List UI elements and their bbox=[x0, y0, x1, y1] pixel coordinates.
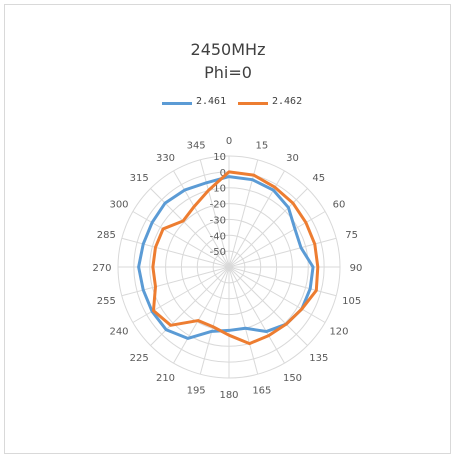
radial-tick-label: -20 bbox=[210, 200, 226, 211]
grid-spoke bbox=[173, 170, 230, 268]
radial-tick-label: -30 bbox=[210, 215, 226, 226]
angle-tick-label: 285 bbox=[97, 230, 116, 241]
angle-tick-label: 135 bbox=[309, 353, 328, 364]
grid-spoke bbox=[173, 266, 230, 364]
grid-spoke bbox=[132, 266, 230, 323]
legend-label-series-2: 2.462 bbox=[272, 96, 303, 107]
radial-tick-label: -10 bbox=[210, 184, 226, 195]
angle-tick-label: 240 bbox=[109, 327, 128, 338]
grid-spoke bbox=[228, 266, 337, 297]
angle-tick-label: 315 bbox=[130, 173, 149, 184]
radial-tick-label: 10 bbox=[213, 152, 226, 163]
grid-spoke bbox=[228, 266, 285, 364]
grid-spoke bbox=[228, 266, 259, 375]
angle-tick-label: 90 bbox=[350, 263, 363, 274]
legend-label-series-1: 2.461 bbox=[196, 96, 227, 107]
angle-tick-label: 195 bbox=[187, 386, 206, 397]
angle-tick-label: 15 bbox=[256, 140, 269, 151]
grid-spoke bbox=[228, 237, 337, 268]
radial-tick-label: 0 bbox=[220, 168, 226, 179]
grid-spoke bbox=[199, 159, 230, 268]
series-line-1 bbox=[137, 175, 315, 340]
grid-spoke bbox=[150, 188, 230, 268]
grid-spoke bbox=[228, 266, 326, 323]
radar-spokes bbox=[118, 156, 340, 378]
legend: 2.461 2.462 bbox=[0, 96, 456, 110]
grid-spoke bbox=[132, 211, 230, 268]
radial-tick-label: -50 bbox=[210, 247, 226, 258]
angle-tick-label: 225 bbox=[130, 353, 149, 364]
angle-tick-label: 120 bbox=[329, 327, 348, 338]
series-line-2 bbox=[151, 170, 320, 346]
angle-tick-label: 150 bbox=[283, 373, 302, 384]
grid-spoke bbox=[150, 266, 230, 346]
angle-tick-label: 165 bbox=[252, 386, 271, 397]
angle-tick-label: 255 bbox=[97, 296, 116, 307]
angle-tick-label: 75 bbox=[345, 230, 358, 241]
grid-spoke bbox=[199, 266, 230, 375]
grid-spoke bbox=[228, 211, 326, 268]
grid-spoke bbox=[228, 188, 308, 268]
angle-tick-label: 45 bbox=[312, 173, 325, 184]
angle-tick-label: 105 bbox=[342, 296, 361, 307]
legend-swatch-series-1 bbox=[162, 102, 192, 105]
angle-tick-labels: 0 15 30 45 60 75 90 105 120 135 150 165 180 195 210 225… bbox=[92, 136, 362, 401]
angle-tick-label: 300 bbox=[109, 200, 128, 211]
radial-tick-label: -40 bbox=[210, 231, 226, 242]
chart-title: 2450MHz bbox=[190, 40, 266, 59]
angle-tick-label: 270 bbox=[92, 263, 111, 274]
legend-swatch-series-2 bbox=[238, 102, 268, 105]
angle-tick-label: 60 bbox=[333, 200, 346, 211]
angle-tick-label: 345 bbox=[187, 140, 206, 151]
grid-spoke bbox=[228, 266, 308, 346]
grid-spoke bbox=[228, 159, 259, 268]
series-layer bbox=[137, 170, 320, 346]
angle-tick-label: 330 bbox=[156, 153, 175, 164]
chart-frame bbox=[4, 4, 451, 454]
grid-spoke bbox=[121, 237, 230, 268]
radial-tick-labels: 10 0 -10 -20 -30 -40 -50 bbox=[210, 152, 226, 258]
chart-subtitle: Phi=0 bbox=[204, 63, 252, 82]
angle-tick-label: 30 bbox=[286, 153, 299, 164]
angle-tick-label: 180 bbox=[219, 390, 238, 401]
grid-spoke bbox=[121, 266, 230, 297]
angle-tick-label: 0 bbox=[226, 136, 232, 147]
angle-tick-label: 210 bbox=[156, 373, 175, 384]
